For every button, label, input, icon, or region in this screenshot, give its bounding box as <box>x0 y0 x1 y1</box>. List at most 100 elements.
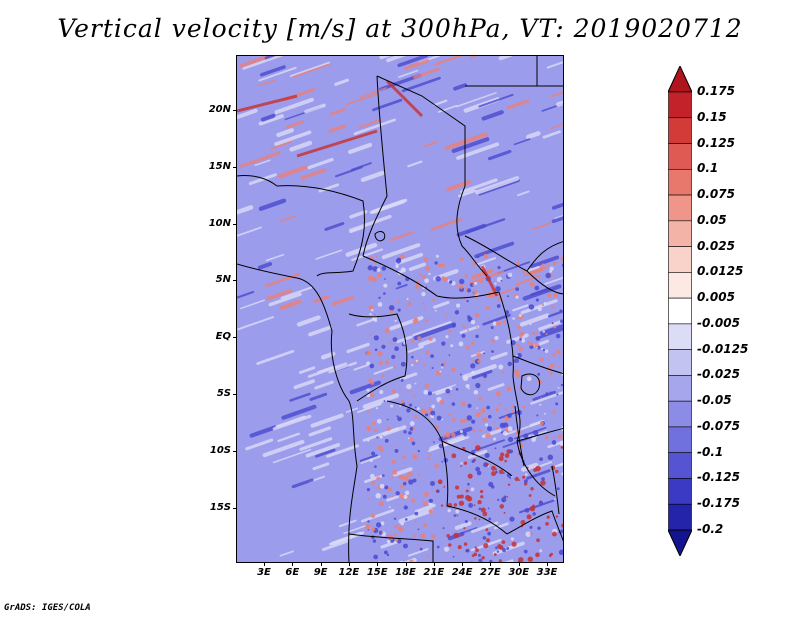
field-speckle <box>431 404 435 409</box>
field-speckle <box>411 355 414 359</box>
field-speckle <box>509 449 513 454</box>
field-streak <box>551 462 563 469</box>
field-streak <box>550 123 563 130</box>
field-speckle <box>418 473 421 476</box>
field-speckle <box>430 410 436 416</box>
field-speckle <box>493 553 497 556</box>
colorbar-swatch <box>668 91 692 119</box>
field-speckle <box>507 413 512 419</box>
border-car <box>362 255 500 299</box>
field-speckle <box>398 493 404 499</box>
field-speckle <box>389 310 394 314</box>
field-speckle <box>418 273 422 276</box>
field-streak <box>310 413 344 428</box>
lat-tick <box>233 280 237 282</box>
field-speckle <box>529 323 532 326</box>
field-speckle <box>478 553 481 557</box>
field-speckle <box>534 285 540 291</box>
lon-label: 9E <box>313 567 328 578</box>
field-speckle <box>381 531 384 534</box>
field-speckle <box>550 352 553 355</box>
field-streak <box>524 266 548 276</box>
field-streak <box>313 295 330 303</box>
field-speckle <box>372 539 377 543</box>
field-speckle <box>397 300 400 304</box>
field-speckle <box>380 521 385 526</box>
field-speckle <box>457 545 462 550</box>
field-streak <box>254 159 271 167</box>
field-streak <box>514 427 547 440</box>
field-streak <box>517 190 530 197</box>
field-speckle <box>498 456 504 462</box>
field-speckle <box>468 502 474 508</box>
field-speckle <box>393 517 397 520</box>
field-speckle <box>408 479 414 485</box>
colorbar-top-triangle <box>667 64 693 93</box>
colorbar-label: -0.05 <box>697 393 732 408</box>
field-speckle <box>412 427 416 431</box>
field-speckle <box>545 272 551 279</box>
lon-tick <box>348 562 350 566</box>
colorbar-swatches <box>667 64 693 558</box>
field-streak <box>345 407 359 413</box>
field-streak <box>256 349 295 365</box>
field-streak <box>471 369 493 380</box>
field-streak <box>272 448 312 464</box>
field-speckle <box>494 335 499 341</box>
field-speckle <box>515 372 521 378</box>
field-streak <box>379 56 391 60</box>
field-streak <box>321 539 349 551</box>
field-speckle <box>488 517 492 521</box>
field-speckle <box>541 477 545 481</box>
field-speckle <box>378 500 384 507</box>
field-speckle <box>470 319 476 325</box>
field-streak <box>433 99 448 107</box>
field-speckle <box>532 512 536 516</box>
field-streak <box>274 97 314 115</box>
lon-tick <box>320 562 322 566</box>
field-speckle <box>539 356 545 363</box>
field-speckle <box>561 263 563 268</box>
chart-title: Vertical velocity [m/s] at 300hPa, VT: 2… <box>57 14 743 43</box>
field-streak <box>312 462 330 471</box>
field-streak <box>265 253 285 262</box>
field-speckle <box>407 402 409 405</box>
field-streak <box>357 403 382 413</box>
border-west-niger <box>237 175 278 187</box>
field-speckle <box>383 550 388 555</box>
field-speckle <box>541 347 544 350</box>
field-streak <box>532 390 557 401</box>
field-speckle <box>430 400 433 403</box>
field-streak <box>551 216 563 224</box>
field-streak <box>328 124 347 133</box>
field-speckle <box>518 387 522 390</box>
field-speckle <box>547 263 550 267</box>
field-speckle <box>514 368 520 374</box>
field-streak <box>532 222 552 230</box>
field-speckle <box>441 341 446 346</box>
field-streak <box>407 160 423 168</box>
field-speckle <box>454 310 460 315</box>
field-speckle <box>456 284 461 288</box>
lat-tick <box>233 166 237 168</box>
field-speckle <box>369 334 372 337</box>
field-speckle <box>390 444 393 447</box>
field-streak <box>404 58 430 71</box>
field-speckle <box>520 519 526 525</box>
field-speckle <box>531 437 537 442</box>
field-speckle <box>464 274 468 278</box>
field-streak <box>275 415 306 428</box>
field-speckle <box>406 383 412 390</box>
field-streak <box>239 56 276 68</box>
field-streak <box>237 108 258 120</box>
field-streak <box>334 166 363 178</box>
field-speckle <box>462 324 466 329</box>
lon-label: 33E <box>536 567 558 578</box>
colorbar-label: 0.05 <box>697 212 727 227</box>
field-speckle <box>475 445 481 451</box>
field-speckle <box>463 418 468 423</box>
border-drc-east <box>498 291 556 497</box>
field-speckle <box>501 540 506 544</box>
colorbar-label: -0.175 <box>697 496 740 511</box>
field-speckle <box>538 500 544 506</box>
